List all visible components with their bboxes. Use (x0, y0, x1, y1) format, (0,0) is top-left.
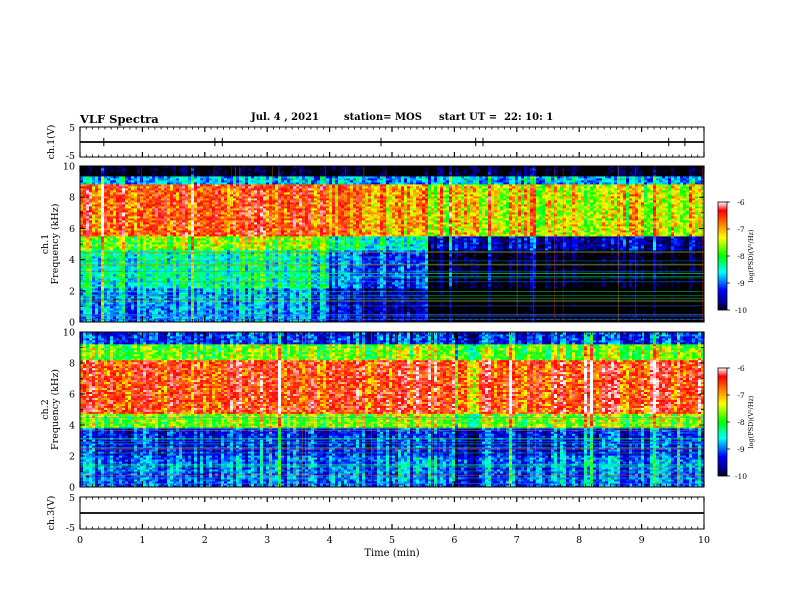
colorbar-tick-label: -9 (737, 445, 745, 454)
colorbar-tick-label: -7 (737, 391, 745, 400)
colorbar-tick-label: -8 (737, 252, 745, 261)
y-tick-label: 4 (69, 421, 75, 432)
y-tick-label: -5 (66, 151, 75, 162)
x-tick-label: 10 (698, 535, 710, 546)
colorbar-tick-label: -6 (737, 364, 745, 373)
y-axis-label-frequency: Frequency (kHz) (50, 204, 61, 285)
x-tick-label: 2 (202, 535, 208, 546)
y-tick-label: 6 (69, 390, 75, 401)
colorbar (718, 368, 727, 476)
x-tick-label: 8 (576, 535, 582, 546)
x-tick-label: 5 (389, 535, 395, 546)
colorbar-label: log(PSD)(V²/Hz) (747, 395, 755, 448)
colorbar-label: log(PSD)(V²/Hz) (747, 229, 755, 282)
y-tick-label: 0 (69, 483, 75, 494)
vlf-spectra-figure: 5-5ch.1(V)0246810ch.1 Frequency (kHz)0246… (0, 0, 792, 612)
y-tick-label: 10 (63, 328, 75, 339)
y-tick-label: 8 (69, 193, 75, 204)
x-tick-label: 0 (77, 535, 83, 546)
colorbar (718, 202, 727, 310)
x-tick-label: 9 (639, 535, 645, 546)
x-tick-label: 3 (264, 535, 270, 546)
colorbar-tick-label: -10 (735, 306, 747, 315)
colorbar-tick-label: -6 (737, 198, 745, 207)
y-tick-label: 8 (69, 359, 75, 370)
colorbar-tick-label: -8 (737, 418, 745, 427)
y-tick-label: 5 (69, 493, 75, 504)
y-tick-label: -5 (66, 523, 75, 534)
colorbar-tick-label: -10 (735, 472, 747, 481)
y-tick-label: 2 (69, 286, 75, 297)
x-tick-label: 1 (139, 535, 145, 546)
y-tick-label: 5 (69, 123, 75, 134)
y-tick-label: 2 (69, 452, 75, 463)
y-tick-label: 6 (69, 224, 75, 235)
colorbar-tick-label: -7 (737, 225, 745, 234)
colorbar-tick-label: -9 (737, 279, 745, 288)
x-axis-label: Time (min) (364, 548, 419, 559)
y-tick-label: 10 (63, 162, 75, 173)
x-tick-label: 6 (451, 535, 457, 546)
x-tick-label: 7 (514, 535, 520, 546)
y-tick-label: 4 (69, 255, 75, 266)
y-axis-label-voltage: ch.1(V) (46, 125, 57, 160)
y-axis-label-voltage: ch.3(V) (46, 496, 57, 531)
y-axis-label-frequency: Frequency (kHz) (50, 369, 61, 450)
x-tick-label: 4 (327, 535, 333, 546)
spectrogram-ch1 (80, 166, 704, 322)
